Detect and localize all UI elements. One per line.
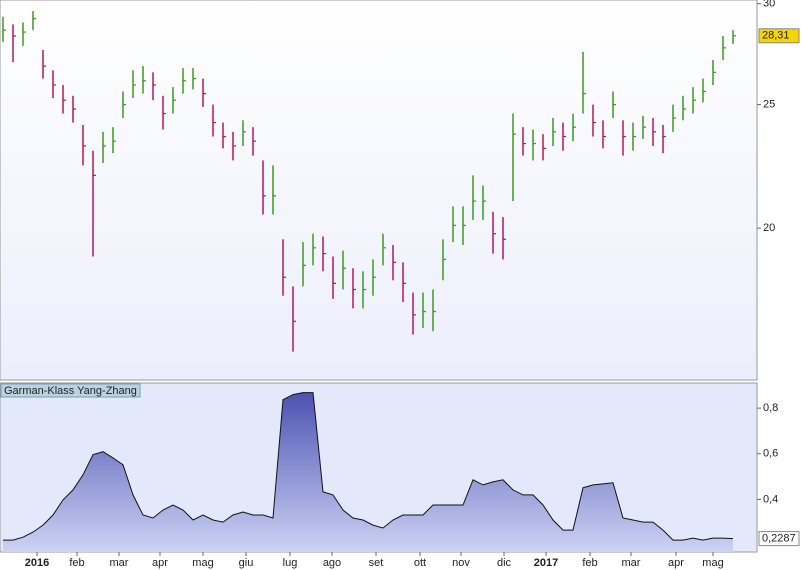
indicator-label-box: [0, 383, 141, 398]
y-tick-label: 0,4: [763, 493, 778, 505]
volatility-line: [3, 392, 734, 541]
x-tick-label: mar: [110, 557, 129, 569]
y-tick-label: 20: [763, 222, 775, 234]
x-tick-label: giu: [239, 557, 254, 569]
last-value-label: 28,31: [762, 30, 790, 42]
y-tick-label: 0,6: [763, 448, 778, 460]
x-tick-label: set: [369, 557, 384, 569]
x-tick-label: lug: [283, 557, 298, 569]
y-tick-label: 25: [763, 98, 775, 110]
x-tick-label: 2017: [534, 557, 558, 569]
x-tick-label: ott: [414, 557, 426, 569]
price-pane: [0, 0, 758, 381]
last-value-box: [758, 28, 800, 44]
x-tick-label: apr: [152, 557, 168, 569]
x-tick-label: feb: [69, 557, 84, 569]
y-tick-label: 30: [763, 0, 775, 10]
x-tick-label: ago: [323, 557, 341, 569]
x-tick-label: apr: [668, 557, 684, 569]
x-tick-label: mag: [702, 557, 723, 569]
x-tick-label: 2016: [25, 557, 49, 569]
marks: [2, 11, 736, 552]
x-tick-label: nov: [452, 557, 470, 569]
x-tick-label: mag: [192, 557, 213, 569]
x-tick-label: mar: [622, 557, 641, 569]
last-value-box: [758, 531, 800, 547]
volatility-area: [3, 392, 733, 552]
y-tick-label: 0,8: [763, 402, 778, 414]
x-tick-label: dic: [497, 557, 512, 569]
last-value-label: 0,2287: [762, 533, 796, 545]
x-tick-label: feb: [582, 557, 597, 569]
indicator-title: Garman-Klass Yang-Zhang: [4, 385, 137, 397]
